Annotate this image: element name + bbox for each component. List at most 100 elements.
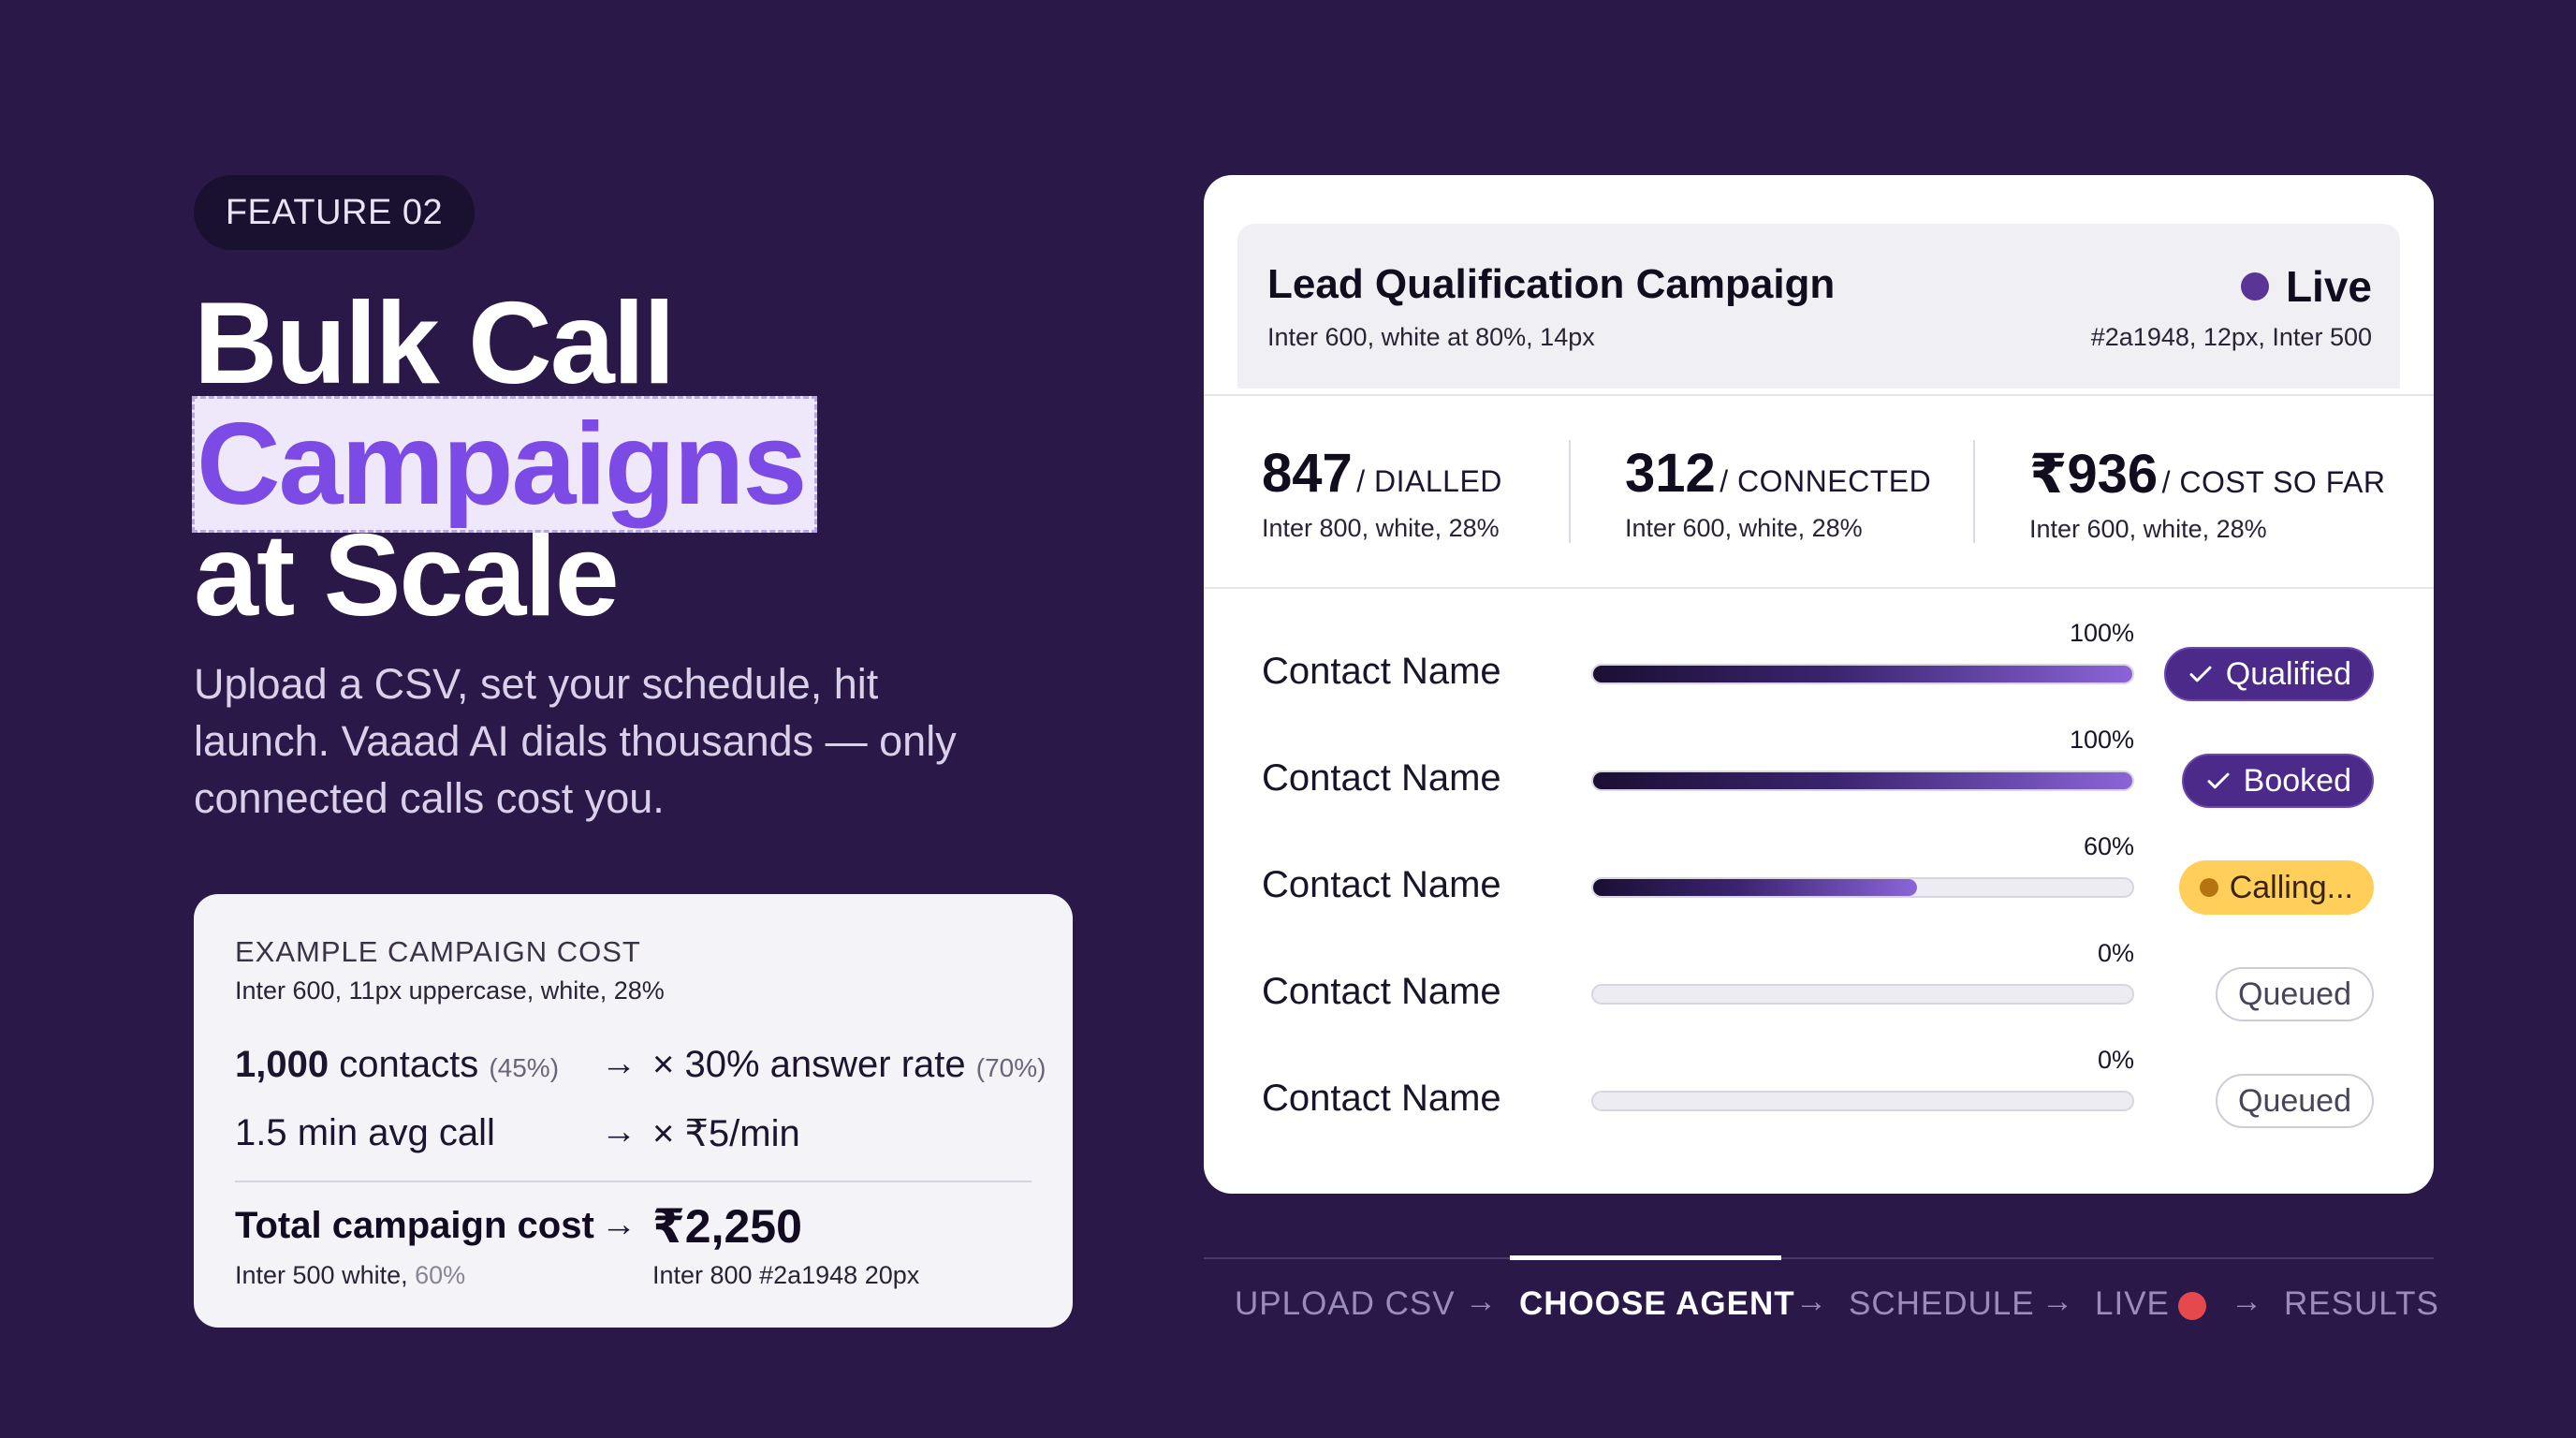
progress-fill — [1593, 879, 1917, 896]
contact-name: Contact Name — [1262, 864, 1501, 905]
arrow-right-icon: → — [601, 1112, 637, 1152]
campaign-header: Lead Qualification Campaign Inter 600, w… — [1237, 224, 2400, 389]
progress-bar — [1591, 984, 2134, 1005]
headline-line-1: Bulk Call — [194, 279, 676, 408]
arrow-right-icon: → — [1795, 1284, 1827, 1319]
stat-cost: ₹936 / COST SO FAR Inter 600, white, 28% — [2029, 442, 2385, 544]
stat-value: 312 — [1625, 443, 1716, 504]
stat-note: Inter 600, white, 28% — [2029, 515, 2267, 543]
cost-card-title: EXAMPLE CAMPAIGN COST — [235, 935, 641, 968]
cost-divider — [235, 1181, 1032, 1182]
stats-divider — [1204, 587, 2434, 589]
progress-fill — [1593, 666, 2132, 682]
stat-connected: 312 / CONNECTED Inter 600, white, 28% — [1625, 442, 1931, 543]
status-label: Queued — [2238, 976, 2351, 1012]
arrow-right-icon: → — [2042, 1284, 2073, 1319]
live-status-note: #2a1948, 12px, Inter 500 — [2090, 323, 2372, 351]
progress-percent: 100% — [2069, 726, 2134, 754]
arrow-right-icon: → — [2231, 1284, 2262, 1319]
live-status: Live — [2240, 261, 2372, 312]
progress-bar — [1591, 1091, 2134, 1111]
campaign-panel: Lead Qualification Campaign Inter 600, w… — [1204, 175, 2434, 1194]
campaign-title: Lead Qualification Campaign — [1267, 261, 1836, 307]
cost-card-note: Inter 600, 11px uppercase, white, 28% — [235, 976, 665, 1005]
stepper-track — [1204, 1257, 2434, 1259]
stat-note: Inter 800, white, 28% — [1262, 514, 1500, 542]
stat-unit: / COST SO FAR — [2161, 465, 2386, 499]
status-badge: Booked — [2181, 754, 2374, 808]
contact-name: Contact Name — [1262, 757, 1501, 799]
progress-percent: 100% — [2069, 619, 2134, 647]
feature-badge: FEATURE 02 — [194, 175, 475, 250]
step-upload-csv[interactable]: UPLOAD CSV — [1235, 1285, 1456, 1322]
status-badge: Calling... — [2178, 860, 2374, 915]
subtitle: Upload a CSV, set your schedule, hit lau… — [194, 660, 957, 822]
total-cost-value: ₹2,250 — [652, 1200, 802, 1253]
contact-row[interactable]: Contact Name 100% Qualified — [1204, 619, 2434, 731]
step-results[interactable]: RESULTS — [2284, 1285, 2439, 1322]
stat-value: ₹936 — [2029, 444, 2159, 505]
total-note-left-muted: 60% — [415, 1261, 466, 1289]
contacts-label: contacts — [339, 1044, 479, 1085]
status-label: Queued — [2238, 1082, 2351, 1119]
cost-row-price-per-min: × ₹5/min — [652, 1113, 800, 1154]
progress-percent: 0% — [2097, 1046, 2134, 1074]
contact-row[interactable]: Contact Name 0% Queued — [1204, 939, 2434, 1051]
headline-accent: Campaigns — [197, 400, 807, 529]
status-badge: Queued — [2216, 967, 2374, 1021]
arrow-right-icon: → — [601, 1205, 637, 1244]
progress-bar — [1591, 664, 2134, 684]
progress-bar — [1591, 877, 2134, 898]
total-note-left-text: Inter 500 white, — [235, 1261, 408, 1289]
answer-rate-muted: (70%) — [975, 1053, 1046, 1082]
live-dot-icon — [2240, 272, 2269, 301]
status-label: Calling... — [2229, 869, 2353, 905]
live-recording-dot-icon — [2178, 1292, 2206, 1320]
example-cost-card: EXAMPLE CAMPAIGN COST Inter 600, 11px up… — [194, 894, 1073, 1328]
contact-row[interactable]: Contact Name 100% Booked — [1204, 726, 2434, 838]
answer-rate: × 30% answer rate — [652, 1044, 966, 1085]
status-label: Booked — [2243, 762, 2351, 799]
step-live[interactable]: LIVE — [2095, 1285, 2170, 1322]
step-schedule[interactable]: SCHEDULE — [1849, 1285, 2035, 1322]
total-note-right: Inter 800 #2a1948 20px — [652, 1261, 920, 1289]
status-label: Qualified — [2225, 655, 2351, 692]
contacts-value: 1,000 — [235, 1044, 329, 1085]
contact-name: Contact Name — [1262, 1078, 1501, 1119]
stat-unit: / DIALLED — [1356, 464, 1502, 498]
status-badge: Queued — [2216, 1074, 2374, 1128]
headline-accent-highlight: Campaigns — [192, 396, 818, 533]
check-icon — [2207, 772, 2230, 789]
stat-divider — [1973, 440, 1975, 543]
arrow-right-icon: → — [1465, 1284, 1497, 1319]
stat-value: 847 — [1262, 443, 1353, 504]
stepper-active-indicator — [1510, 1255, 1781, 1260]
stat-dialled: 847 / DIALLED Inter 800, white, 28% — [1262, 442, 1502, 543]
progress-bar — [1591, 770, 2134, 791]
step-choose-agent[interactable]: CHOOSE AGENT — [1519, 1285, 1795, 1322]
contact-name: Contact Name — [1262, 651, 1501, 692]
contacts-muted: (45%) — [489, 1053, 560, 1082]
cost-row-contacts: 1,000 contacts (45%) — [235, 1044, 559, 1086]
contact-row[interactable]: Contact Name 0% Queued — [1204, 1046, 2434, 1158]
headline-line-3: at Scale — [194, 511, 620, 640]
cost-row-avg-call: 1.5 min avg call — [235, 1112, 495, 1153]
stat-divider — [1569, 440, 1571, 543]
stat-note: Inter 600, white, 28% — [1625, 514, 1863, 542]
status-badge: Qualified — [2163, 647, 2374, 701]
total-cost-label: Total campaign cost — [235, 1205, 594, 1246]
header-divider — [1204, 394, 2434, 396]
contact-row[interactable]: Contact Name 60% Calling... — [1204, 832, 2434, 945]
cost-row-answer-rate: × 30% answer rate (70%) — [652, 1044, 1046, 1086]
live-status-label: Live — [2285, 262, 2372, 311]
contact-name: Contact Name — [1262, 971, 1501, 1012]
progress-percent: 0% — [2097, 939, 2134, 967]
arrow-right-icon: → — [601, 1044, 637, 1083]
stat-unit: / CONNECTED — [1720, 464, 1932, 498]
progress-fill — [1593, 772, 2132, 789]
total-note-left: Inter 500 white, 60% — [235, 1261, 465, 1290]
progress-percent: 60% — [2083, 832, 2134, 860]
campaign-title-note: Inter 600, white at 80%, 14px — [1267, 323, 1595, 351]
headline: Bulk Call Campaigns at Scale — [192, 279, 818, 640]
